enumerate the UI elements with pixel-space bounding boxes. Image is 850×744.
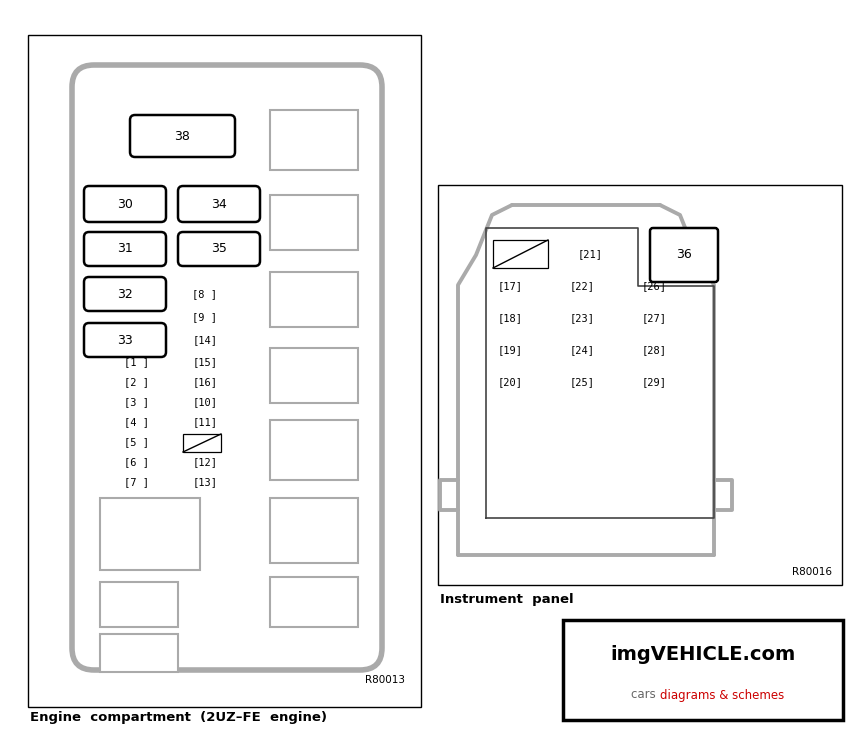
Text: [15]: [15] — [192, 357, 218, 367]
Text: [19]: [19] — [497, 345, 523, 355]
Bar — [270, 272, 358, 327]
Bar — [270, 195, 358, 250]
Text: 33: 33 — [117, 333, 133, 347]
Text: 35: 35 — [211, 243, 227, 255]
FancyBboxPatch shape — [178, 232, 260, 266]
Bar — [100, 582, 178, 627]
Text: cars: cars — [632, 688, 660, 702]
FancyBboxPatch shape — [178, 186, 260, 222]
Text: [27]: [27] — [642, 313, 666, 323]
FancyBboxPatch shape — [84, 323, 166, 357]
Bar — [270, 577, 358, 627]
Text: [28]: [28] — [642, 345, 666, 355]
Bar — [100, 634, 178, 672]
Text: [9 ]: [9 ] — [192, 312, 218, 322]
Text: 31: 31 — [117, 243, 133, 255]
FancyBboxPatch shape — [650, 228, 718, 282]
Text: [16]: [16] — [192, 377, 218, 387]
Text: [25]: [25] — [570, 377, 594, 387]
Text: [26]: [26] — [642, 281, 666, 291]
Text: 30: 30 — [117, 197, 133, 211]
Text: [5 ]: [5 ] — [124, 437, 150, 447]
Text: [23]: [23] — [570, 313, 594, 323]
Text: [6 ]: [6 ] — [124, 457, 150, 467]
Text: [29]: [29] — [642, 377, 666, 387]
Text: diagrams & schemes: diagrams & schemes — [660, 688, 785, 702]
Text: Engine  compartment  (2UZ–FE  engine): Engine compartment (2UZ–FE engine) — [30, 711, 327, 725]
Text: [22]: [22] — [570, 281, 594, 291]
Bar — [270, 420, 358, 480]
Bar — [100, 498, 200, 570]
Text: [12]: [12] — [192, 457, 218, 467]
Text: [21]: [21] — [577, 249, 603, 259]
FancyBboxPatch shape — [72, 65, 382, 670]
Text: [11]: [11] — [192, 417, 218, 427]
Text: [4 ]: [4 ] — [124, 417, 150, 427]
FancyBboxPatch shape — [130, 115, 235, 157]
Text: R80016: R80016 — [792, 567, 832, 577]
Bar — [270, 498, 358, 563]
Text: 34: 34 — [211, 197, 227, 211]
Text: [20]: [20] — [497, 377, 523, 387]
Text: [10]: [10] — [192, 397, 218, 407]
Bar — [438, 185, 842, 585]
Text: 38: 38 — [174, 129, 190, 143]
Text: 36: 36 — [676, 248, 692, 261]
Text: R80013: R80013 — [365, 675, 405, 685]
Text: imgVEHICLE.com: imgVEHICLE.com — [610, 646, 796, 664]
Text: Instrument  panel: Instrument panel — [440, 594, 574, 606]
Text: [14]: [14] — [192, 335, 218, 345]
Text: [8 ]: [8 ] — [192, 289, 218, 299]
Bar — [183, 434, 221, 452]
Text: [2 ]: [2 ] — [124, 377, 150, 387]
Text: [17]: [17] — [497, 281, 523, 291]
Bar — [28, 35, 421, 707]
Bar — [493, 240, 548, 268]
Text: 32: 32 — [117, 287, 133, 301]
Bar — [563, 620, 843, 720]
FancyBboxPatch shape — [84, 277, 166, 311]
Text: [24]: [24] — [570, 345, 594, 355]
Text: [1 ]: [1 ] — [124, 357, 150, 367]
FancyBboxPatch shape — [84, 232, 166, 266]
Bar — [270, 348, 358, 403]
Bar — [270, 110, 358, 170]
Text: [7 ]: [7 ] — [124, 477, 150, 487]
FancyBboxPatch shape — [84, 186, 166, 222]
Text: [18]: [18] — [497, 313, 523, 323]
Text: [3 ]: [3 ] — [124, 397, 150, 407]
Text: [13]: [13] — [192, 477, 218, 487]
